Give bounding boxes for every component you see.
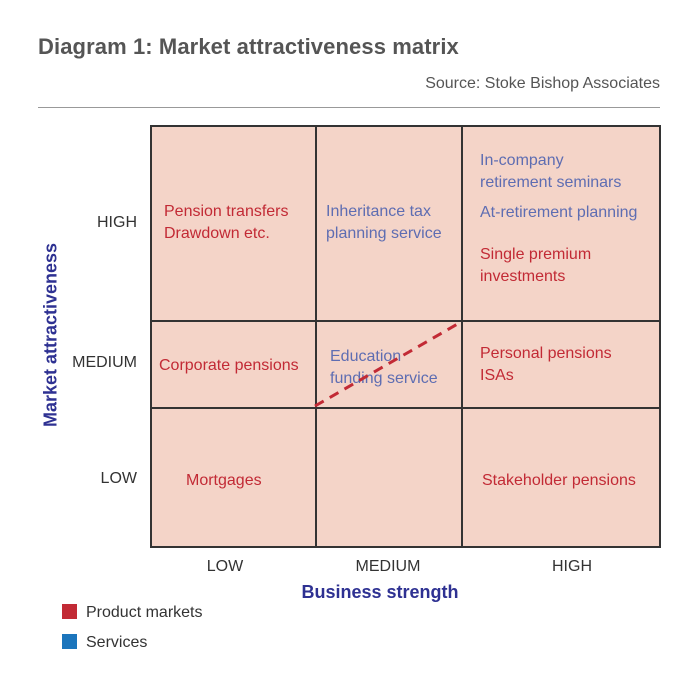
cell-high-low: Pension transfers Drawdown etc.: [164, 201, 289, 245]
legend-item-services: Services: [62, 634, 147, 652]
cell-text: investments: [480, 268, 566, 285]
cell-text: retirement seminars: [480, 174, 622, 191]
x-label-high: HIGH: [552, 558, 592, 575]
x-label-medium: MEDIUM: [355, 558, 421, 575]
grid-divider-horizontal-1: [152, 320, 659, 322]
source-note: Source: Stoke Bishop Associates: [425, 75, 660, 92]
grid-divider-vertical-2: [461, 127, 463, 546]
cell-text: ISAs: [480, 367, 514, 384]
grid-divider-horizontal-2: [152, 407, 659, 409]
cell-text: Drawdown etc.: [164, 225, 270, 242]
x-label-low: LOW: [206, 558, 244, 575]
cell-text: Mortgages: [186, 472, 262, 489]
cell-low-low: Mortgages: [186, 470, 262, 492]
diagram-title: Diagram 1: Market attractiveness matrix: [38, 34, 459, 59]
y-label-medium: MEDIUM: [72, 354, 137, 371]
cell-text: Education: [330, 348, 402, 365]
legend-swatch-services: [62, 634, 77, 649]
cell-high-high: In-company retirement seminars At-retire…: [480, 150, 637, 288]
y-label-low: LOW: [100, 470, 137, 487]
cell-text: Pension transfers: [164, 203, 289, 220]
header-divider: [38, 107, 660, 108]
cell-text: planning service: [326, 225, 442, 242]
cell-text: Inheritance tax: [326, 203, 431, 220]
cell-low-high: Stakeholder pensions: [482, 470, 636, 492]
cell-text: Stakeholder pensions: [482, 472, 636, 489]
legend-item-products: Product markets: [62, 604, 202, 622]
legend-label: Product markets: [86, 604, 203, 621]
grid-divider-vertical-1: [315, 127, 317, 546]
y-label-high: HIGH: [97, 214, 137, 231]
cell-text: At-retirement planning: [480, 204, 638, 221]
legend-swatch-products: [62, 604, 77, 619]
legend-label: Services: [86, 634, 148, 651]
cell-high-medium: Inheritance tax planning service: [326, 201, 442, 245]
cell-medium-high: Personal pensions ISAs: [480, 343, 612, 387]
matrix-grid: Pension transfers Drawdown etc. Inherita…: [150, 125, 661, 548]
cell-medium-low: Corporate pensions: [159, 355, 299, 377]
cell-text: In-company: [480, 152, 564, 169]
dashed-line-segment: [314, 320, 462, 408]
x-axis-title: Business strength: [301, 582, 459, 602]
cell-medium-medium: Education funding service: [330, 346, 438, 390]
y-axis-title: Market attractiveness: [40, 242, 61, 428]
dashed-threshold-line: [314, 320, 462, 408]
cell-text: Personal pensions: [480, 345, 612, 362]
cell-text: funding service: [330, 370, 438, 387]
cell-text: Single premium: [480, 246, 592, 263]
cell-text: Corporate pensions: [159, 357, 299, 374]
